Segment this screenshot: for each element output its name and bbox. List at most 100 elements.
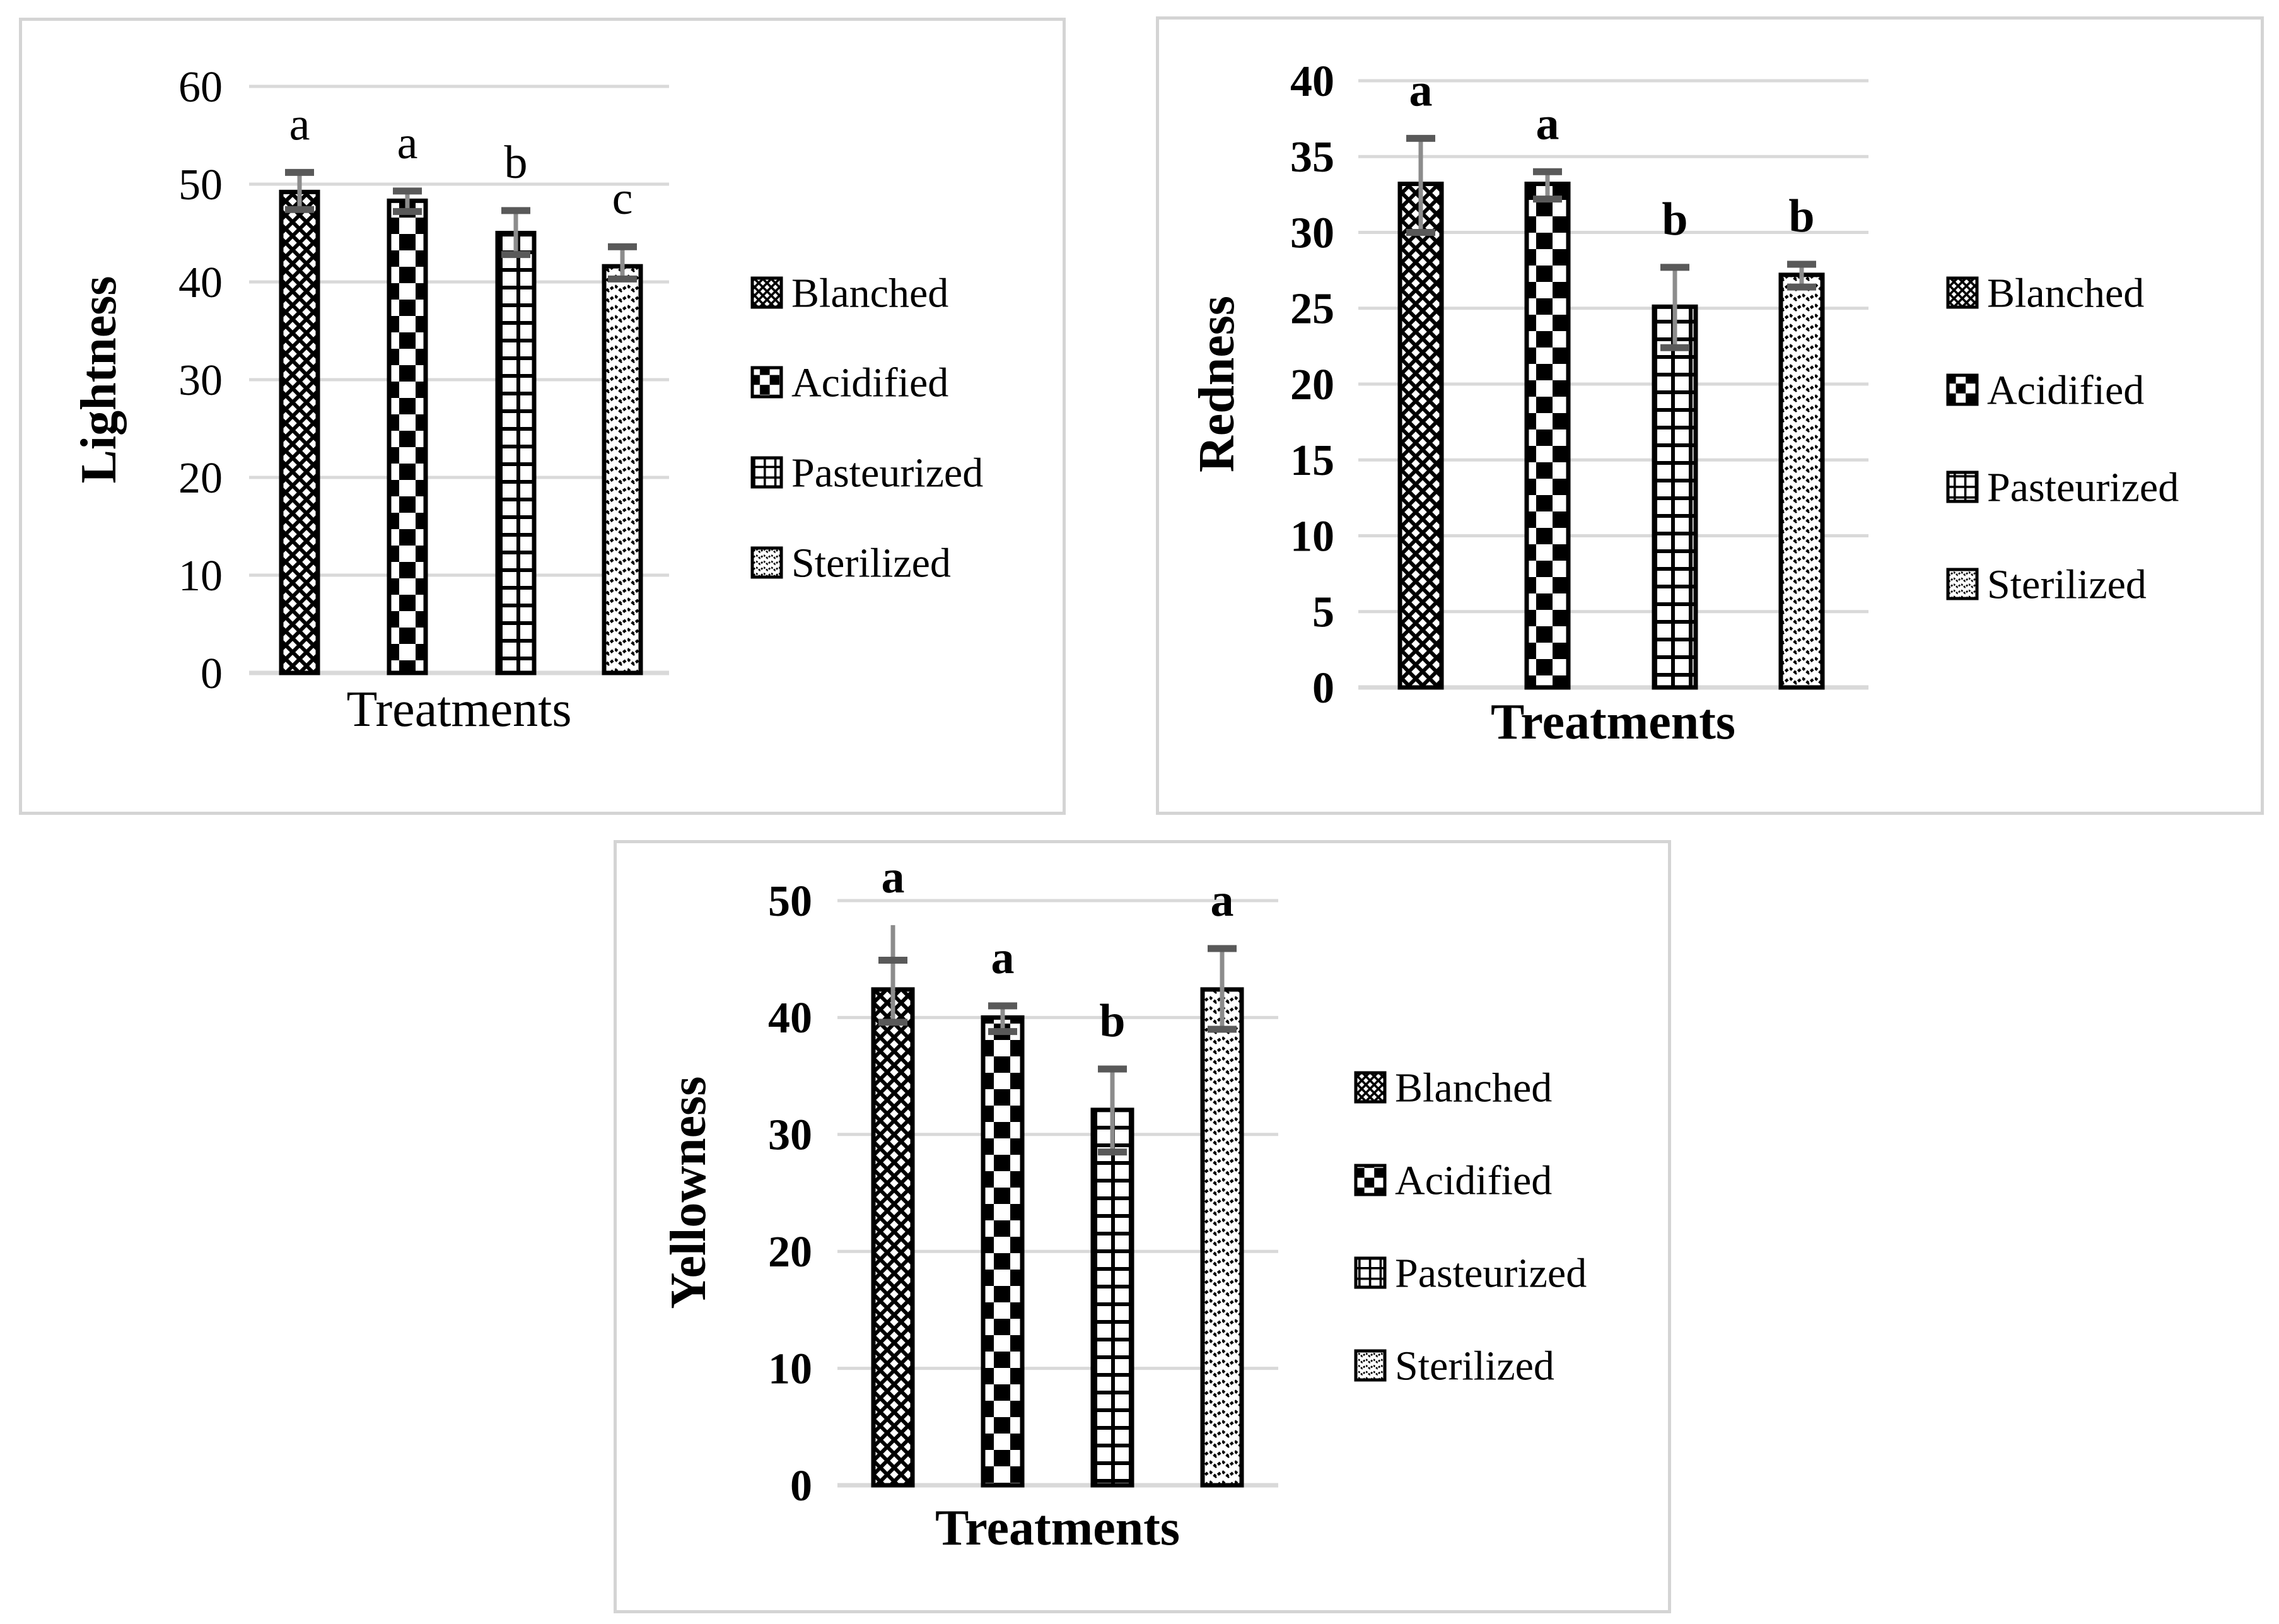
y-tick-label: 40 <box>768 994 812 1043</box>
error-bar-blanched <box>1406 134 1435 236</box>
y-tick-label: 10 <box>1290 512 1334 561</box>
legend-label: Sterilized <box>791 540 951 586</box>
error-bar-sterilized <box>1787 260 1816 291</box>
y-tick-label: 25 <box>1290 285 1334 334</box>
legend-label: Blanched <box>1395 1065 1552 1111</box>
y-axis-title: Yellowness <box>661 1077 716 1309</box>
error-bar-acidified <box>988 1002 1017 1036</box>
legend-label: Acidified <box>791 359 948 406</box>
legend-label: Sterilized <box>1395 1343 1554 1389</box>
diamond-crosshatch-swatch <box>1946 276 1979 309</box>
y-tick-label: 15 <box>1290 436 1334 485</box>
significance-letter: b <box>1099 995 1125 1047</box>
window-grid-swatch <box>1946 470 1979 503</box>
y-tick-label: 35 <box>1290 133 1334 182</box>
legend-item-blanched: Blanched <box>750 270 948 316</box>
bar-blanched <box>1397 182 1444 690</box>
bar-pasteurized <box>495 231 537 675</box>
significance-letter: a <box>289 98 310 150</box>
y-tick-label: 10 <box>768 1345 812 1393</box>
error-bar-blanched <box>878 925 907 1026</box>
bar-sterilized <box>1200 987 1244 1488</box>
legend-item-acidified: Acidified <box>1354 1157 1552 1203</box>
legend-label: Sterilized <box>1987 561 2147 607</box>
significance-letter: b <box>1662 194 1687 245</box>
bar-pasteurized <box>1090 1107 1134 1488</box>
legend-label: Pasteurized <box>791 450 983 496</box>
y-tick-label: 40 <box>1290 57 1334 106</box>
y-axis-title: Lightness <box>71 276 127 484</box>
window-grid-swatch <box>1354 1256 1387 1289</box>
legend-item-pasteurized: Pasteurized <box>1946 464 2179 510</box>
bar-pasteurized <box>1652 304 1698 690</box>
x-axis-title: Treatments <box>935 1500 1180 1556</box>
error-bar-blanched <box>285 168 314 213</box>
bar-blanched <box>279 189 320 675</box>
legend-label: Pasteurized <box>1395 1250 1587 1296</box>
checkerboard-swatch <box>1946 373 1979 406</box>
y-tick-label: 40 <box>178 259 223 307</box>
error-bar-sterilized <box>608 243 637 283</box>
legend-item-sterilized: Sterilized <box>750 540 951 586</box>
redness-chart: 0 5 10 15 20 25 30 35 40 a a b b Treatments Redness Bla… <box>1189 57 2179 750</box>
error-bar-acidified <box>393 187 422 215</box>
legend-item-blanched: Blanched <box>1354 1065 1552 1111</box>
legend-item-blanched: Blanched <box>1946 270 2144 316</box>
bar-blanched <box>871 987 915 1488</box>
yellowness-chart: 0 10 20 30 40 50 a a b a Treatments Yellowness Blanc… <box>661 851 1587 1556</box>
checkerboard-swatch <box>750 366 783 399</box>
bar-acidified <box>1524 182 1571 690</box>
bar-acidified <box>981 1015 1025 1488</box>
significance-letter: a <box>1211 875 1234 926</box>
legend-label: Acidified <box>1987 367 2144 413</box>
bar-sterilized <box>1778 272 1825 690</box>
y-tick-label: 0 <box>1312 664 1334 713</box>
legend: Blanched Acidified Pasteurized Sterilized <box>750 270 983 586</box>
diamond-crosshatch-swatch <box>1354 1071 1387 1104</box>
x-axis-title: Treatments <box>1491 694 1735 750</box>
legend-label: Acidified <box>1395 1157 1552 1203</box>
y-tick-label: 10 <box>178 552 223 600</box>
legend: Blanched Acidified Pasteurized Sterilized <box>1946 270 2179 607</box>
checkerboard-swatch <box>1354 1164 1387 1196</box>
significance-letter: c <box>612 173 633 225</box>
redness-chart-panel: 0 5 10 15 20 25 30 35 40 a a b b Treatments Redness Bla… <box>1156 16 2264 815</box>
error-bar-pasteurized <box>1098 1065 1127 1156</box>
bar-acidified <box>387 198 428 675</box>
dotted-zigzag-swatch <box>750 546 783 579</box>
y-tick-label: 30 <box>768 1111 812 1160</box>
window-grid-swatch <box>750 456 783 489</box>
y-tick-label: 5 <box>1312 588 1334 637</box>
y-tick-label: 20 <box>178 454 223 503</box>
y-tick-label: 30 <box>1290 209 1334 257</box>
x-axis-title: Treatments <box>346 682 571 737</box>
y-tick-label: 30 <box>178 356 223 405</box>
lightness-chart-panel: 0 10 20 30 40 50 60 a a b c Treatments Lightness Blan… <box>19 18 1066 815</box>
error-bar-acidified <box>1533 168 1562 203</box>
bar-sterilized <box>602 264 643 675</box>
significance-letter: b <box>1788 190 1814 242</box>
legend-item-pasteurized: Pasteurized <box>750 450 983 496</box>
dotted-zigzag-swatch <box>1946 568 1979 600</box>
significance-letter: a <box>882 851 905 903</box>
significance-letter: a <box>1409 64 1433 116</box>
legend-item-sterilized: Sterilized <box>1354 1343 1554 1389</box>
legend-label: Blanched <box>791 270 948 316</box>
error-bar-sterilized <box>1208 945 1237 1033</box>
legend-item-sterilized: Sterilized <box>1946 561 2147 607</box>
significance-letter: a <box>397 117 418 169</box>
legend-label: Blanched <box>1987 270 2144 316</box>
error-bar-pasteurized <box>501 207 530 259</box>
y-tick-label: 50 <box>768 877 812 926</box>
y-tick-label: 0 <box>790 1462 812 1510</box>
legend-label: Pasteurized <box>1987 464 2179 510</box>
y-tick-label: 20 <box>1290 361 1334 409</box>
legend-item-acidified: Acidified <box>750 359 948 406</box>
lightness-chart: 0 10 20 30 40 50 60 a a b c Treatments Lightness Blan… <box>71 63 983 737</box>
significance-letter: b <box>504 137 528 189</box>
y-tick-label: 20 <box>768 1228 812 1276</box>
yellowness-chart-panel: 0 10 20 30 40 50 a a b a Treatments Yellowness Blanc… <box>614 840 1671 1613</box>
significance-letter: a <box>991 932 1015 984</box>
y-axis-title: Redness <box>1189 296 1245 472</box>
